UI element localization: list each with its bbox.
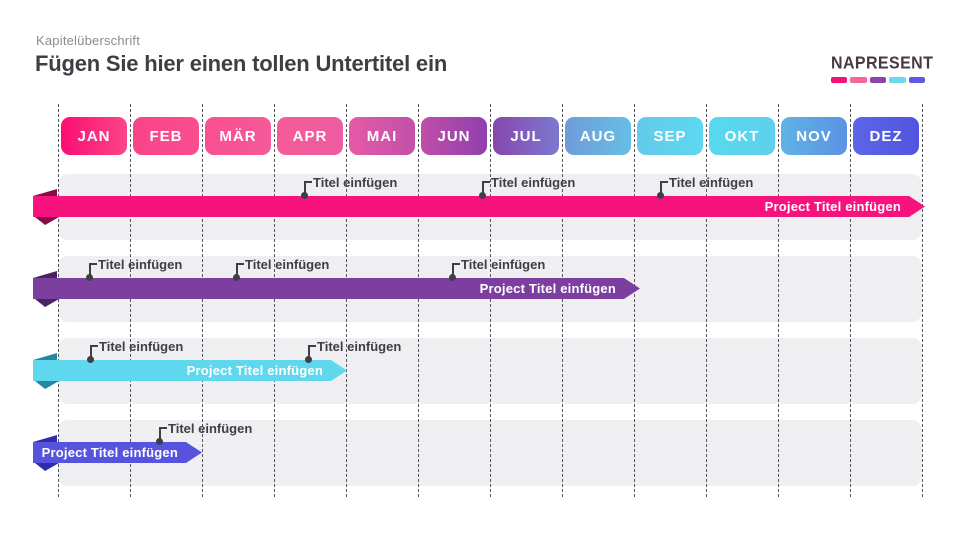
- month-chip-apr: APR: [277, 117, 343, 155]
- milestone-label: Titel einfügen: [98, 257, 183, 272]
- milestone-dot: [305, 356, 312, 363]
- ribbon-fold-top-icon: [33, 189, 57, 196]
- ribbon-fold-bottom-icon: [35, 299, 59, 307]
- milestone-label: Titel einfügen: [245, 257, 330, 272]
- milestone-label: Titel einfügen: [669, 175, 754, 190]
- milestone-connector: [90, 345, 98, 359]
- brand-logo-dash-3: [869, 77, 887, 83]
- milestone-dot: [449, 274, 456, 281]
- month-chip-dez: DEZ: [853, 117, 919, 155]
- brand-logo: NAPRESENT: [831, 54, 934, 83]
- month-gridline-8: [562, 104, 563, 497]
- milestone-connector: [159, 427, 167, 441]
- ribbon-fold-top-icon: [33, 353, 57, 360]
- ribbon-fold-bottom-icon: [35, 463, 59, 471]
- brand-logo-dash-2: [850, 77, 867, 83]
- ribbon-fold-bottom-icon: [35, 217, 59, 225]
- month-chip-sep: SEP: [637, 117, 703, 155]
- slide-title: Fügen Sie hier einen tollen Untertitel e…: [35, 51, 448, 76]
- milestone-connector: [482, 181, 490, 195]
- project-bar-3: Project Titel einfügen: [33, 360, 347, 381]
- milestone-label: Titel einfügen: [313, 175, 398, 190]
- brand-logo-text: NAPRESENT: [831, 54, 934, 73]
- project-bar-label: Project Titel einfügen: [479, 281, 616, 296]
- milestone-dot: [87, 356, 94, 363]
- month-gridline-9: [634, 104, 635, 497]
- month-chip-aug: AUG: [565, 117, 631, 155]
- month-gridline-3: [202, 104, 203, 497]
- month-gridline-6: [418, 104, 419, 497]
- month-gridline-11: [778, 104, 779, 497]
- milestone-connector: [89, 263, 97, 277]
- milestone-dot: [156, 438, 163, 445]
- month-chip-mär: MÄR: [205, 117, 271, 155]
- ribbon-fold-top-icon: [33, 271, 57, 278]
- project-bar-2: Project Titel einfügen: [33, 278, 640, 299]
- milestone-label: Titel einfügen: [491, 175, 576, 190]
- month-gridline-1: [58, 104, 59, 497]
- milestone-label: Titel einfügen: [317, 339, 402, 354]
- month-gridline-5: [346, 104, 347, 497]
- milestone-label: Titel einfügen: [461, 257, 546, 272]
- milestone-dot: [233, 274, 240, 281]
- month-chip-mai: MAI: [349, 117, 415, 155]
- milestone-dot: [657, 192, 664, 199]
- brand-logo-dashes: [831, 77, 926, 83]
- month-gridline-4: [274, 104, 275, 497]
- milestone-label: Titel einfügen: [99, 339, 184, 354]
- month-gridline-2: [130, 104, 131, 497]
- month-chip-feb: FEB: [133, 117, 199, 155]
- project-bar-label: Project Titel einfügen: [764, 199, 901, 214]
- month-chip-jan: JAN: [61, 117, 127, 155]
- month-gridline-13: [922, 104, 923, 497]
- month-gridline-10: [706, 104, 707, 497]
- month-chip-nov: NOV: [781, 117, 847, 155]
- ribbon-fold-bottom-icon: [35, 381, 59, 389]
- month-chip-jul: JUL: [493, 117, 559, 155]
- milestone-connector: [452, 263, 460, 277]
- month-chip-okt: OKT: [709, 117, 775, 155]
- milestone-connector: [660, 181, 668, 195]
- brand-logo-dash-1: [831, 77, 848, 83]
- milestone-label: Titel einfügen: [168, 421, 253, 436]
- month-gridline-7: [490, 104, 491, 497]
- project-bar-label: Project Titel einfügen: [41, 445, 178, 460]
- brand-logo-dash-4: [889, 77, 906, 83]
- milestone-dot: [479, 192, 486, 199]
- project-bar-1: Project Titel einfügen: [33, 196, 925, 217]
- milestone-dot: [301, 192, 308, 199]
- milestone-connector: [236, 263, 244, 277]
- ribbon-fold-top-icon: [33, 435, 57, 442]
- project-bar-label: Project Titel einfügen: [186, 363, 323, 378]
- month-chip-jun: JUN: [421, 117, 487, 155]
- project-bar-4: Project Titel einfügen: [33, 442, 202, 463]
- month-gridline-12: [850, 104, 851, 497]
- kicker-text: Kapitelüberschrift: [36, 33, 141, 48]
- milestone-connector: [304, 181, 312, 195]
- milestone-dot: [86, 274, 93, 281]
- brand-logo-dash-5: [908, 77, 926, 83]
- milestone-connector: [308, 345, 316, 359]
